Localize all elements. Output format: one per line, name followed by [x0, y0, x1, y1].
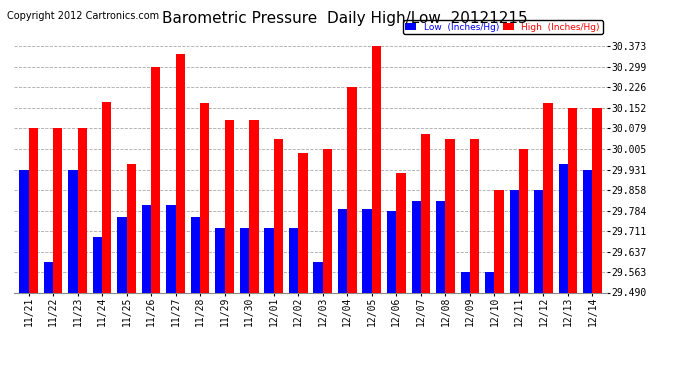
Bar: [559, 164, 568, 292]
Bar: [126, 164, 136, 292]
Bar: [460, 272, 470, 292]
Bar: [362, 209, 372, 292]
Bar: [372, 46, 381, 292]
Bar: [323, 149, 332, 292]
Bar: [191, 217, 200, 292]
Bar: [43, 262, 53, 292]
Bar: [583, 170, 593, 292]
Bar: [176, 54, 185, 292]
Bar: [387, 210, 396, 292]
Text: Barometric Pressure  Daily High/Low  20121215: Barometric Pressure Daily High/Low 20121…: [162, 11, 528, 26]
Bar: [396, 172, 406, 292]
Bar: [249, 120, 259, 292]
Bar: [470, 139, 479, 292]
Bar: [240, 228, 249, 292]
Bar: [445, 139, 455, 292]
Bar: [225, 120, 234, 292]
Bar: [102, 102, 111, 292]
Bar: [151, 67, 161, 292]
Bar: [215, 228, 225, 292]
Bar: [166, 205, 176, 292]
Bar: [593, 108, 602, 292]
Bar: [117, 217, 126, 292]
Bar: [338, 209, 347, 292]
Bar: [411, 201, 421, 292]
Bar: [421, 134, 430, 292]
Legend: Low  (Inches/Hg), High  (Inches/Hg): Low (Inches/Hg), High (Inches/Hg): [403, 20, 602, 34]
Bar: [436, 201, 445, 292]
Bar: [53, 128, 62, 292]
Bar: [200, 103, 210, 292]
Bar: [568, 108, 578, 292]
Bar: [534, 190, 544, 292]
Bar: [92, 237, 102, 292]
Bar: [347, 87, 357, 292]
Bar: [19, 170, 28, 292]
Bar: [77, 128, 87, 292]
Bar: [264, 228, 274, 292]
Bar: [274, 139, 283, 292]
Text: Copyright 2012 Cartronics.com: Copyright 2012 Cartronics.com: [7, 11, 159, 21]
Bar: [544, 103, 553, 292]
Bar: [28, 128, 38, 292]
Bar: [68, 170, 77, 292]
Bar: [495, 190, 504, 292]
Bar: [142, 205, 151, 292]
Bar: [298, 153, 308, 292]
Bar: [485, 272, 495, 292]
Bar: [519, 149, 529, 292]
Bar: [510, 190, 519, 292]
Bar: [289, 228, 298, 292]
Bar: [313, 262, 323, 292]
